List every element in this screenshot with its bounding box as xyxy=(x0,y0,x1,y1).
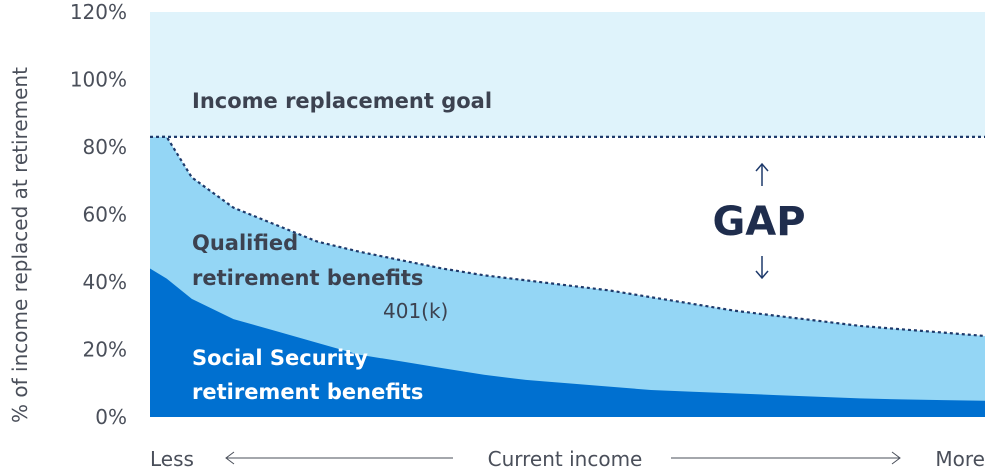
social-security-label-line1: Social Security xyxy=(192,346,368,370)
gap-label: GAP xyxy=(712,199,805,245)
gap-arrow-down-head xyxy=(755,270,769,280)
qualified-label-line1: Qualified xyxy=(192,231,298,255)
social-security-area xyxy=(150,268,985,417)
x-axis-right-arrowhead xyxy=(891,451,901,465)
y-tick-label: 0% xyxy=(95,405,127,429)
plot-area xyxy=(150,12,985,417)
y-tick-label: 120% xyxy=(70,0,127,24)
y-axis-ticks: 0% 20% 40% 60% 80% 100% 120% xyxy=(70,0,127,429)
y-tick-label: 80% xyxy=(83,135,127,159)
gap-annotation: GAP xyxy=(712,162,806,280)
y-axis-title: % of income replaced at retirement xyxy=(8,67,32,423)
qualified-label-line2: retirement benefits xyxy=(192,266,423,290)
y-tick-label: 60% xyxy=(83,203,127,227)
x-axis-more-label: More xyxy=(935,447,985,470)
qualified-benefits-area xyxy=(150,136,985,417)
y-tick-label: 100% xyxy=(70,68,127,92)
qualified-note-401k: 401(k) xyxy=(383,299,448,323)
goal-label: Income replacement goal xyxy=(192,89,492,113)
x-axis-left-arrowhead xyxy=(225,451,235,465)
y-tick-label: 20% xyxy=(83,338,127,362)
goal-band xyxy=(150,12,985,137)
y-tick-label: 40% xyxy=(83,270,127,294)
x-axis: Less Current income More xyxy=(150,447,985,470)
total-benefits-line xyxy=(150,135,985,338)
social-security-label-line2: retirement benefits xyxy=(192,380,423,404)
x-axis-title: Current income xyxy=(488,447,643,470)
x-axis-less-label: Less xyxy=(150,447,194,470)
gap-arrow-up-head xyxy=(755,162,769,172)
